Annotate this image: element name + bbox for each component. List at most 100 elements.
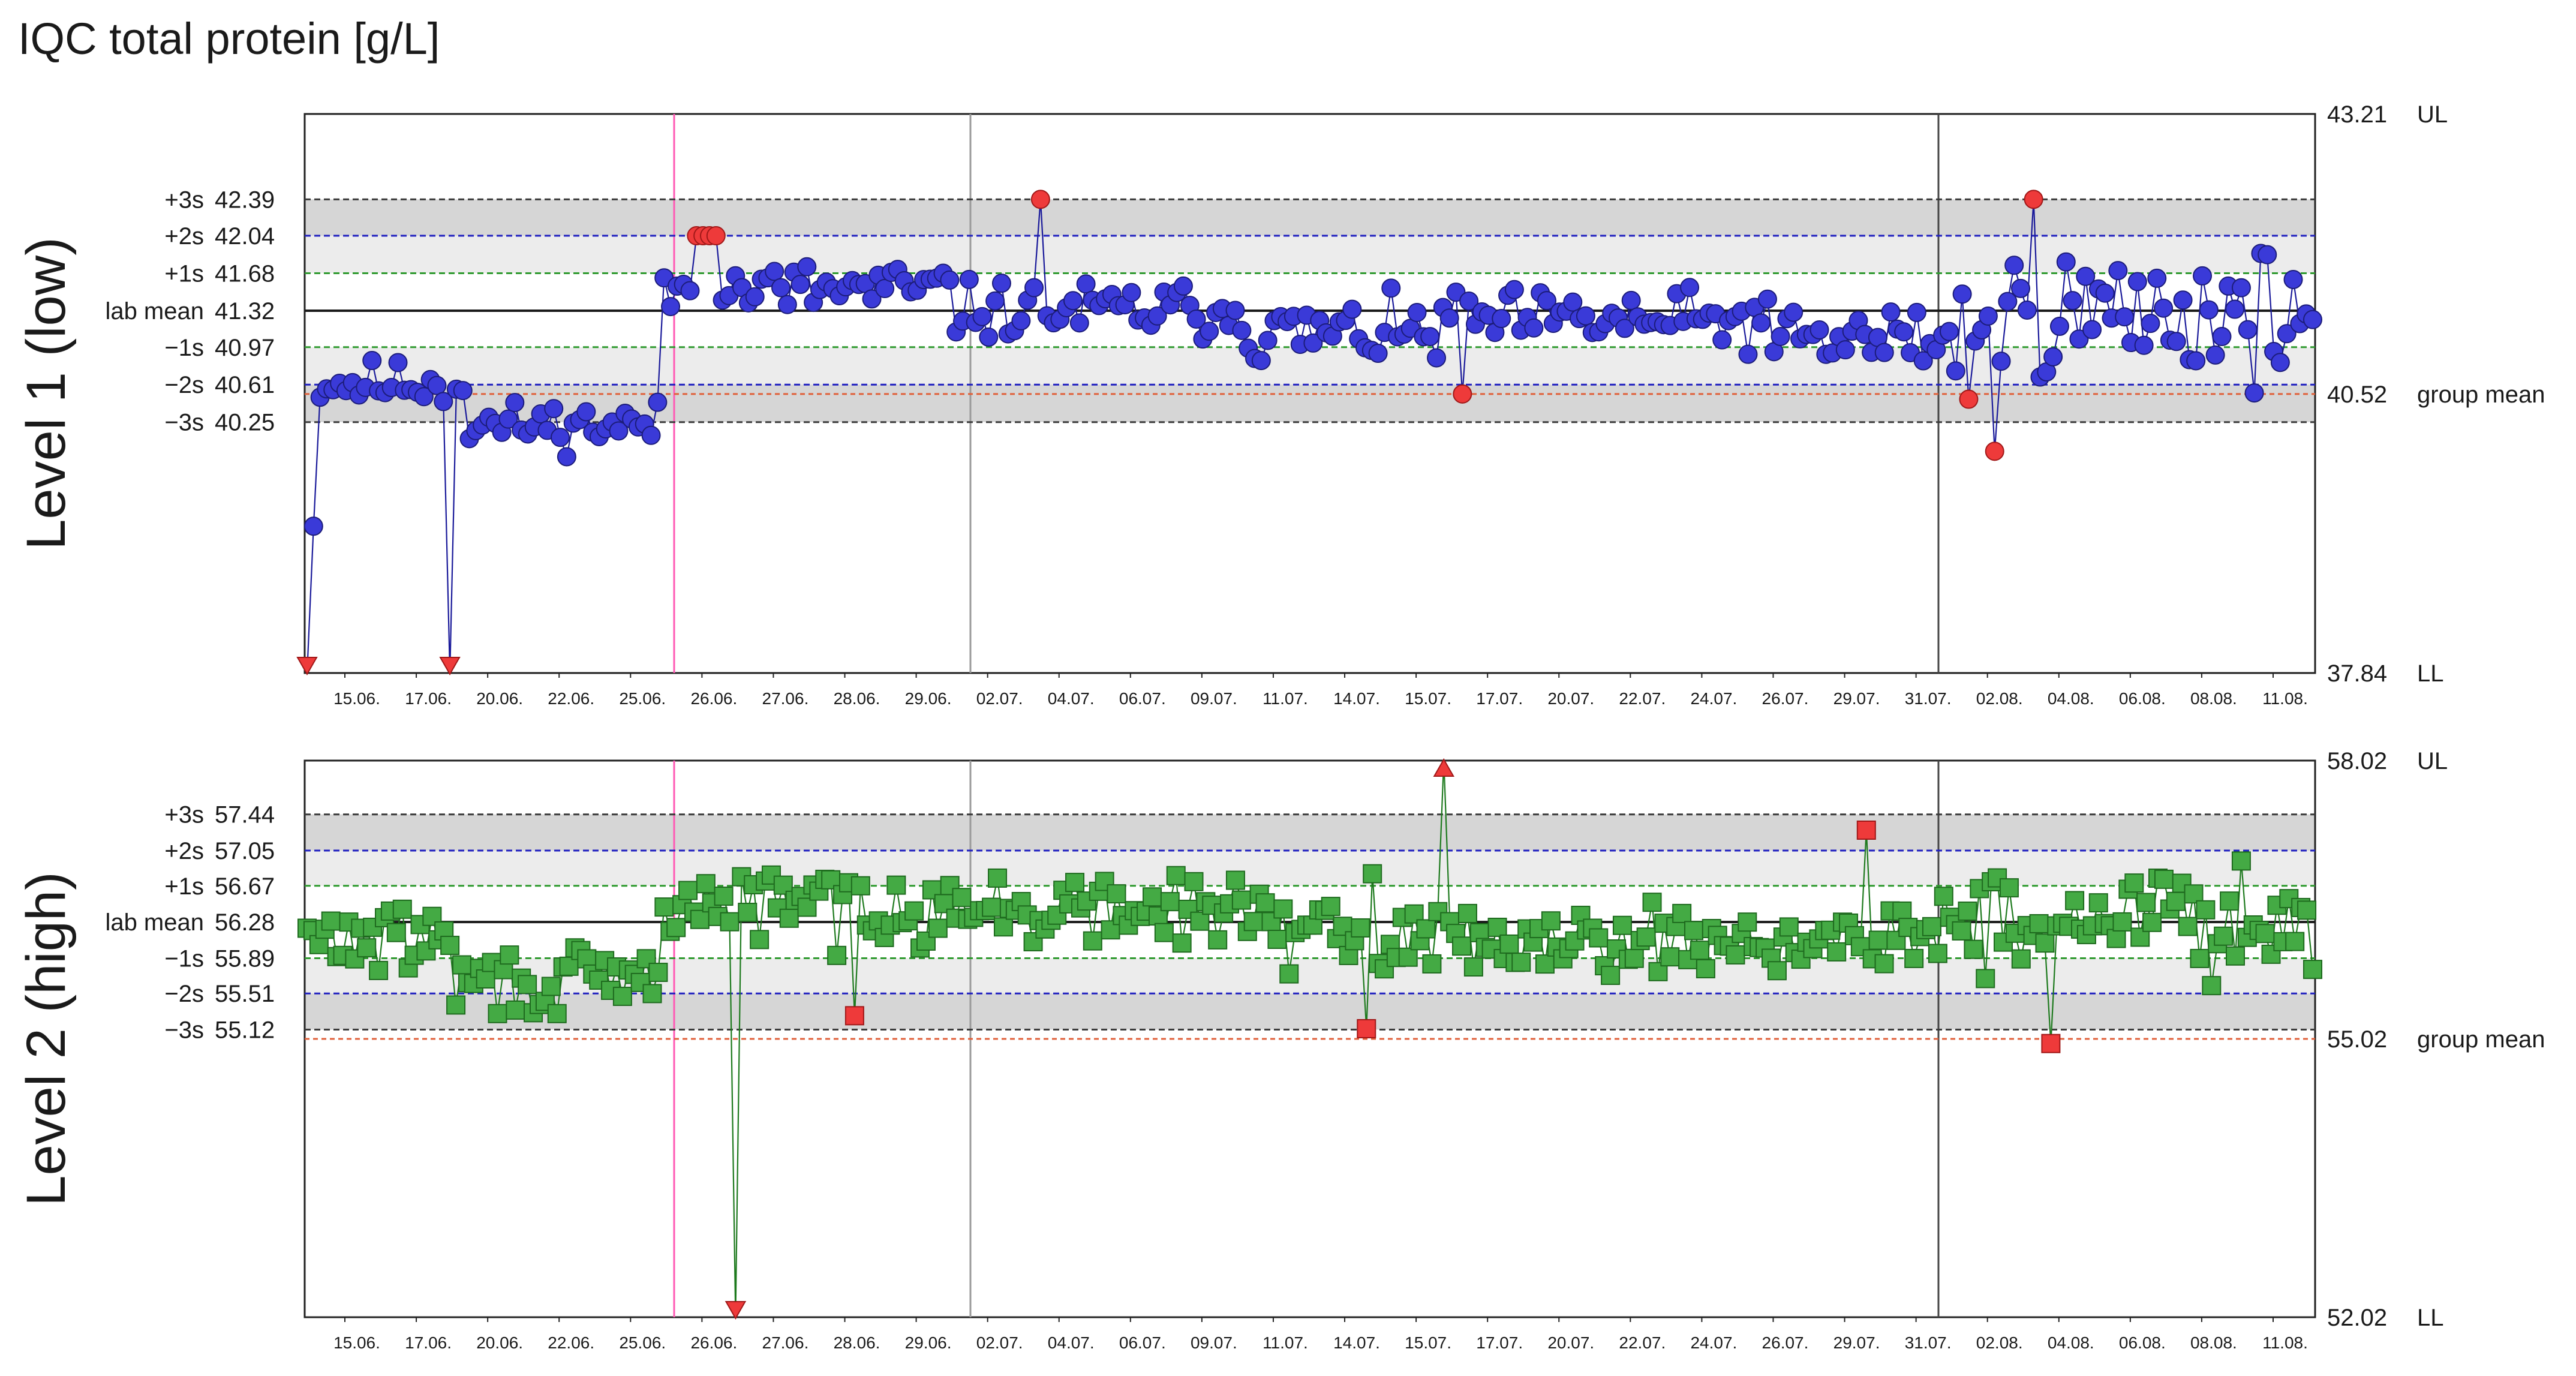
data-point [2136, 893, 2156, 912]
limit-tag: LL [2417, 660, 2444, 687]
limit-value: 43.21 [2327, 101, 2387, 128]
x-tick-label: 29.06. [905, 1333, 952, 1352]
data-point [446, 995, 466, 1015]
data-point [2049, 317, 2069, 337]
data-point [2108, 261, 2128, 281]
x-tick-label: 25.06. [619, 689, 666, 708]
data-point [1952, 921, 1971, 941]
data-point [1024, 278, 1044, 298]
level-value: 57.44 [215, 802, 275, 828]
data-point [696, 874, 716, 894]
data-point [427, 375, 447, 395]
level-name: −1s [164, 945, 204, 972]
data-point [1636, 927, 1656, 947]
data-point [1342, 299, 1362, 319]
band-lower-1s-2s [305, 347, 2315, 385]
x-tick-label: 04.07. [1048, 1333, 1095, 1352]
x-tick-label: 20.07. [1547, 689, 1594, 708]
data-point [1231, 890, 1251, 910]
flagged-point [1433, 758, 1454, 777]
data-point [1537, 291, 1557, 311]
data-point [2173, 290, 2193, 310]
x-tick-label: 06.07. [1119, 689, 1166, 708]
data-point [886, 875, 906, 895]
x-tick-label: 06.08. [2119, 1333, 2166, 1352]
flagged-point [1453, 384, 1472, 404]
data-point [790, 275, 810, 295]
data-point [1696, 959, 1715, 978]
data-point [1998, 292, 2018, 311]
x-tick-label: 04.08. [2048, 689, 2094, 708]
flagged-point [1357, 1019, 1376, 1038]
data-point [1251, 351, 1271, 371]
data-point [827, 945, 847, 965]
data-point [2065, 891, 2085, 911]
data-point [2154, 869, 2174, 889]
data-point [2011, 949, 2031, 969]
data-point [928, 918, 948, 938]
data-point [1122, 283, 1141, 302]
data-point [2277, 324, 2297, 344]
limit-value: 52.02 [2327, 1305, 2387, 1331]
flagged-point [2024, 190, 2043, 209]
data-point [1615, 319, 1634, 338]
x-tick-label: 15.06. [333, 689, 380, 708]
x-tick-label: 26.07. [1762, 689, 1809, 708]
limit-value: 37.84 [2327, 660, 2387, 687]
data-point [1767, 961, 1787, 981]
limit-tag: group mean [2417, 1026, 2545, 1053]
x-tick-label: 22.07. [1619, 689, 1666, 708]
x-tick-label: 27.06. [762, 1333, 809, 1352]
data-point [2106, 929, 2126, 948]
data-point [1279, 964, 1299, 984]
data-point [386, 923, 406, 942]
x-tick-label: 26.07. [1762, 1333, 1809, 1352]
data-point [1063, 291, 1083, 311]
level-name: −1s [164, 335, 204, 361]
data-point [1907, 302, 1926, 322]
flagged-point [844, 1006, 864, 1026]
limit-tag: UL [2417, 101, 2448, 128]
flagged-point [725, 1301, 747, 1320]
data-point [2193, 266, 2213, 286]
data-point [1499, 934, 1519, 954]
data-point [1712, 330, 1732, 350]
data-point [2303, 310, 2322, 329]
data-point [1738, 912, 1757, 932]
data-point [2238, 320, 2258, 340]
x-tick-label: 22.06. [548, 1333, 594, 1352]
data-point [2124, 873, 2144, 893]
data-point [991, 274, 1011, 293]
data-point [2043, 347, 2063, 366]
data-point [2082, 320, 2102, 340]
level-value: 56.67 [215, 873, 275, 900]
data-point [1524, 318, 1544, 338]
level-value: 42.39 [215, 187, 275, 213]
data-point [1459, 291, 1479, 311]
flagged-point [706, 226, 726, 246]
data-point [1939, 322, 1959, 341]
data-point [1680, 278, 1700, 298]
data-point [1427, 348, 1447, 368]
data-point [1154, 923, 1174, 942]
data-point [1726, 945, 1745, 965]
data-point [1243, 912, 1263, 932]
data-point [2255, 924, 2275, 944]
x-tick-label: 02.08. [1976, 1333, 2023, 1352]
data-point [357, 938, 377, 958]
data-point [797, 897, 817, 917]
y-axis-label: Level 2 (high) [16, 872, 77, 1206]
x-tick-label: 29.06. [905, 689, 952, 708]
band-upper-2s-3s [305, 199, 2315, 236]
x-tick-label: 28.06. [834, 689, 880, 708]
data-point [506, 1000, 525, 1020]
x-tick-label: 31.07. [1905, 689, 1952, 708]
chart-title: IQC total protein [g/L] [18, 14, 440, 64]
level-value: 41.68 [215, 261, 275, 287]
data-point [1541, 911, 1561, 931]
data-point [1208, 930, 1228, 950]
data-point [2035, 933, 2055, 953]
data-point [2029, 914, 2049, 933]
x-tick-label: 17.06. [405, 1333, 452, 1352]
y-axis-label: Level 1 (low) [16, 237, 77, 550]
